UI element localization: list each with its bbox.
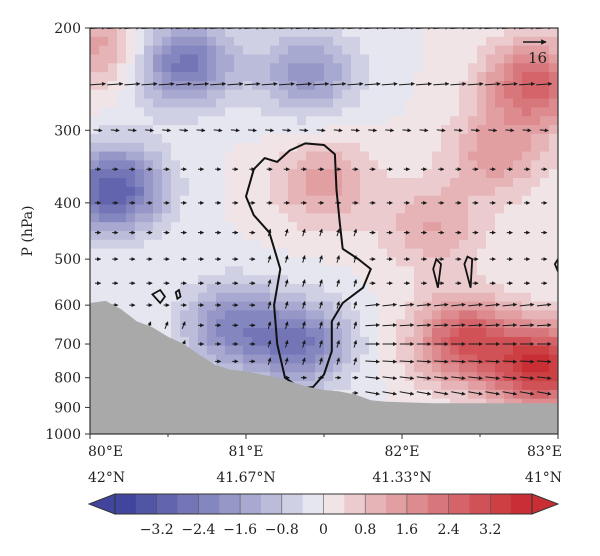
colorbar-bin [323,494,345,514]
colorbar-label: −3.2 [140,522,174,538]
colorbar-bin [344,494,366,514]
terrain-mask [90,300,558,434]
x-tick-lat-label: 42°N [88,470,125,486]
colorbar-bin [240,494,262,514]
y-tick-label: 300 [54,123,81,139]
x-tick-lon-label: 80°E [88,444,123,460]
anomaly-field [90,28,558,434]
y-tick-label: 700 [54,337,81,353]
y-tick-label: 200 [54,21,81,37]
x-tick-lat-label: 41°N [525,470,562,486]
colorbar-max-extend [531,493,560,515]
reference-vector: 16 [523,39,547,67]
colorbar-bin [198,494,220,514]
colorbar-bin [281,494,304,514]
colorbar-label: 0 [319,522,328,538]
contour-small [463,255,474,288]
colorbar-bin [177,494,199,514]
colorbar-label: 3.2 [479,522,501,538]
colorbar-min-extend [87,493,116,515]
colorbar-bin [490,494,512,514]
colorbar-bin [260,494,283,514]
colorbar-bin [219,494,241,514]
colorbar-bin [511,494,533,514]
contour-small [432,257,442,288]
colorbar-label: 1.6 [396,522,418,538]
y-axis: 200 300 400 500 600 700 800 900 1000 [45,21,90,443]
contour-small [174,288,182,301]
y-tick-label: 900 [54,400,81,416]
colorbar-label: −2.4 [181,522,215,538]
colorbar: −3.2 −2.4 −1.6 −0.8 0 0.8 1.6 2.4 3.2 [87,493,560,538]
reference-vector-label: 16 [528,49,547,67]
y-tick-label: 500 [54,252,81,268]
colorbar-bin [448,494,470,514]
x-tick-lat-label: 41.33°N [372,470,431,486]
colorbar-label: 2.4 [437,522,459,538]
y-tick-label: 400 [54,196,81,212]
colorbar-bin [427,494,449,514]
colorbar-bin [386,494,408,514]
colorbar-label: −0.8 [265,522,299,538]
colorbar-bin [156,494,178,514]
x-axis: 80°E 42°N 81°E 41.67°N 82°E 41.33°N 83°E 41°N [88,434,562,486]
contour-small [553,257,558,272]
y-tick-label: 1000 [45,427,81,443]
colorbar-label: 0.8 [354,522,376,538]
colorbar-bin [115,494,137,514]
x-tick-lon-label: 81°E [228,444,263,460]
colorbar-bin [406,494,429,514]
y-tick-label: 800 [54,371,81,387]
terrain-area [90,300,558,434]
contour-small [150,288,167,305]
colorbar-bin [469,494,491,514]
colorbar-bin [302,494,324,514]
colorbar-bin [135,494,158,514]
y-tick-label: 600 [54,298,81,314]
x-tick-lon-label: 83°E [527,444,562,460]
contour-main [245,142,372,390]
contour-lines [150,142,558,390]
colorbar-bin [365,494,387,514]
colorbar-label: −1.6 [223,522,257,538]
y-axis-label: P (hPa) [20,206,36,257]
x-tick-lat-label: 41.67°N [216,470,275,486]
x-tick-lon-label: 82°E [384,444,419,460]
